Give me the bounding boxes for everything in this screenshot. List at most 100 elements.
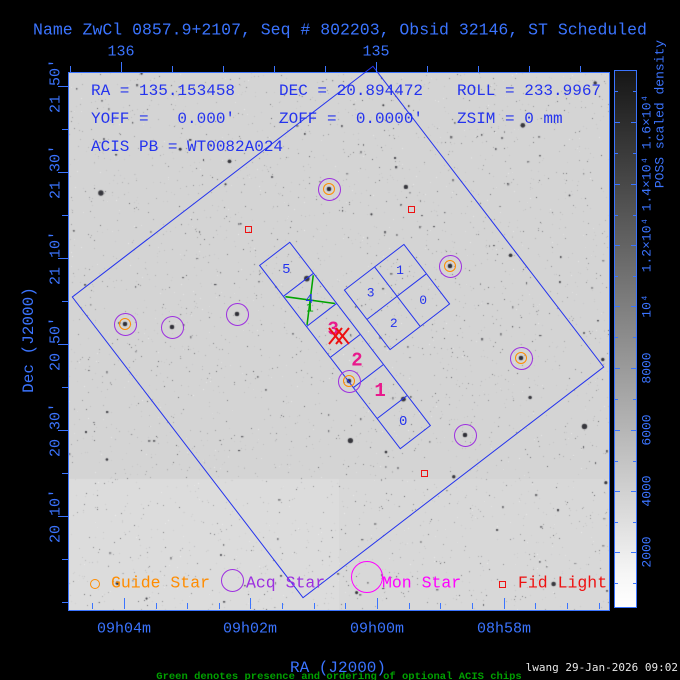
guide-star-circle <box>323 183 335 195</box>
x-axis-title: RA (J2000) <box>289 659 387 677</box>
guide-star-circle <box>444 260 456 272</box>
colorbar-title: POSS scaled density <box>652 39 668 189</box>
chip-number: 0 <box>419 292 428 308</box>
acq-star-circle <box>438 254 462 278</box>
fid-light-marker <box>420 469 428 477</box>
colorbar-major-tick <box>631 491 636 492</box>
x-axis-minor-tick <box>529 66 530 72</box>
colorbar-major-tick <box>631 552 636 553</box>
x-axis-minor-tick <box>409 603 410 609</box>
x-axis-minor-tick <box>599 603 600 609</box>
x-axis-minor-tick <box>282 603 283 609</box>
colorbar-major-tick <box>631 430 636 431</box>
yoff-value: YOFF = 0.000' <box>91 110 236 128</box>
x-axis-major-tick <box>504 598 505 609</box>
colorbar-minor-tick <box>615 215 618 216</box>
x-axis-tick-label: 09h00m <box>349 620 405 638</box>
mon-star-legend-label: Mon Star <box>382 573 462 593</box>
roll-value: ROLL = 233.9967 <box>457 82 602 100</box>
colorbar-minor-tick <box>615 337 618 338</box>
x-axis-minor-tick <box>427 66 428 72</box>
x-axis-minor-tick <box>440 603 441 609</box>
colorbar-major-tick <box>631 245 636 246</box>
x-axis-minor-tick <box>478 66 479 72</box>
y-axis-title: Dec (J2000) <box>20 287 38 393</box>
colorbar-tick-label: 8000 <box>639 352 655 384</box>
x-axis-minor-tick <box>535 603 536 609</box>
colorbar-minor-tick <box>633 399 636 400</box>
colorbar-minor-tick <box>615 153 618 154</box>
y-axis-minor-tick <box>62 387 68 388</box>
x-axis-tick-label: 136 <box>107 43 135 61</box>
chip-number: 3 <box>366 285 375 301</box>
colorbar-minor-tick <box>615 461 618 462</box>
colorbar-tick-label: 1.4×10⁴ <box>639 156 655 212</box>
acq-star-legend-icon <box>221 569 244 592</box>
acis-s-array: 5 4 1 3 2 1 0 <box>258 241 432 450</box>
colorbar-minor-tick <box>633 276 636 277</box>
acis-s-chip-4: 4 1 <box>283 273 337 327</box>
x-axis-tick-label: 09h02m <box>222 620 278 638</box>
acq-star-circle <box>317 177 341 201</box>
optional-chip-cross-icon <box>285 274 335 325</box>
sky-image-plot[interactable]: 5 4 1 3 2 1 0 1 0 <box>68 65 610 680</box>
acq-star-circle <box>509 346 533 370</box>
y-axis-minor-tick <box>62 215 68 216</box>
chip-number: 2 <box>351 349 363 372</box>
colorbar-tick-label: 2000 <box>639 536 655 568</box>
guide-star-legend-icon <box>90 579 100 589</box>
x-axis-minor-tick <box>219 603 220 609</box>
x-axis-minor-tick <box>314 603 315 609</box>
guide-star-legend-label: Guide Star <box>111 573 211 593</box>
colorbar-minor-tick <box>615 276 618 277</box>
colorbar-major-tick <box>615 430 620 431</box>
colorbar-tick-label: 4000 <box>639 475 655 507</box>
y-axis-minor-tick <box>62 301 68 302</box>
optional-chip-order-label: 1 <box>305 300 314 316</box>
colorbar-tick-label: 6000 <box>639 414 655 446</box>
colorbar-minor-tick <box>615 583 618 584</box>
acq-star-circle <box>225 302 249 326</box>
x-axis-major-tick <box>250 598 251 609</box>
x-axis-minor-tick <box>92 603 93 609</box>
x-axis-major-tick <box>377 598 378 609</box>
x-axis-minor-tick <box>274 66 275 72</box>
x-axis-major-tick <box>121 62 122 72</box>
colorbar-tick-label: 1.6×10⁴ <box>639 94 655 150</box>
guide-star-circle <box>515 352 527 364</box>
y-axis-tick-label: 20 30' <box>47 402 65 458</box>
y-axis-major-tick <box>58 86 68 87</box>
colorbar-major-tick <box>615 368 620 369</box>
guide-star-circle <box>119 318 131 330</box>
colorbar-major-tick <box>615 245 620 246</box>
acis-pb-value: ACIS PB = WT0082A024 <box>91 138 284 156</box>
render-timestamp: lwang 29-Jan-2026 09:02 <box>525 661 678 674</box>
acq-star-circle <box>337 369 361 393</box>
colorbar-major-tick <box>631 184 636 185</box>
colorbar <box>614 70 637 608</box>
x-axis-minor-tick <box>345 603 346 609</box>
y-axis-minor-tick <box>62 129 68 130</box>
mon-star-legend-icon <box>351 561 383 593</box>
chip-number: 1 <box>396 262 405 278</box>
x-axis-minor-tick <box>156 603 157 609</box>
colorbar-minor-tick <box>633 583 636 584</box>
ra-value: RA = 135.153458 <box>91 82 236 100</box>
colorbar-major-tick <box>615 552 620 553</box>
y-axis-tick-label: 20 10' <box>47 488 65 544</box>
x-axis-minor-tick <box>223 66 224 72</box>
acq-star-circle <box>160 315 184 339</box>
chip-number: 1 <box>374 379 386 402</box>
colorbar-minor-tick <box>633 153 636 154</box>
colorbar-minor-tick <box>633 461 636 462</box>
y-axis-tick-label: 21 30' <box>47 144 65 200</box>
x-axis-major-tick <box>124 598 125 609</box>
aimpoint-marker <box>326 323 352 349</box>
x-axis-minor-tick <box>567 603 568 609</box>
colorbar-tick-label: 10⁴ <box>639 294 655 318</box>
colorbar-major-tick <box>615 122 620 123</box>
fid-light-legend-icon <box>499 581 506 588</box>
zsim-value: ZSIM = 0 mm <box>457 110 563 128</box>
colorbar-minor-tick <box>615 399 618 400</box>
optional-chips-footnote: Green denotes presence and ordering of o… <box>156 671 522 680</box>
